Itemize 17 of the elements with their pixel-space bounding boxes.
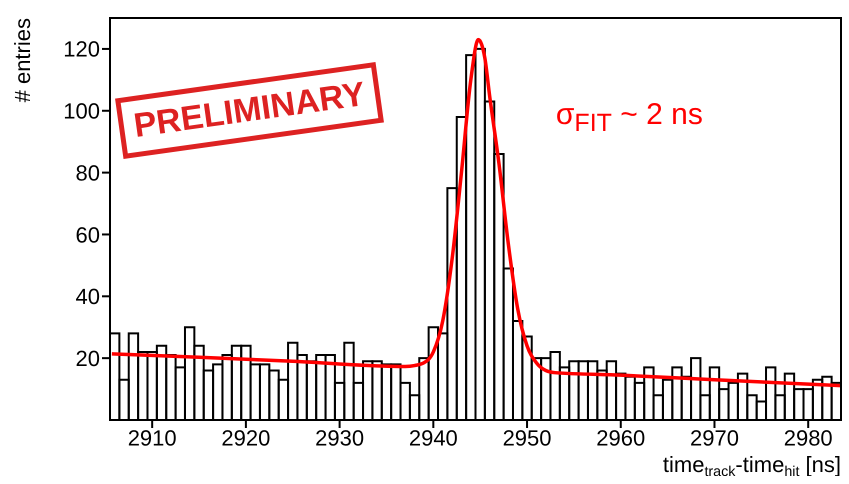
x-tick-label: 2960 [596, 426, 646, 451]
y-tick-label: 120 [63, 36, 100, 62]
x-tick-label: 2920 [221, 426, 270, 451]
annotation: σ$_{FIT}$ ~ 2 ns [556, 98, 703, 138]
y-tick-label: 20 [76, 346, 100, 371]
x-tick-label: 2940 [408, 426, 458, 451]
annotation: PRELIMINARY [115, 62, 384, 160]
x-tick-label: 2930 [315, 426, 364, 451]
y-tick-label: 80 [76, 160, 100, 186]
x-tick-label: 2980 [784, 426, 833, 451]
y-tick-label: 100 [63, 98, 100, 124]
y-axis-title: # entries [10, 18, 35, 102]
y-tick-label: 60 [76, 222, 100, 248]
x-tick-label: 2970 [690, 426, 739, 451]
y-tick-label: 40 [76, 284, 100, 310]
x-tick-label: 2950 [502, 426, 552, 451]
x-tick-label: 2910 [128, 426, 177, 451]
